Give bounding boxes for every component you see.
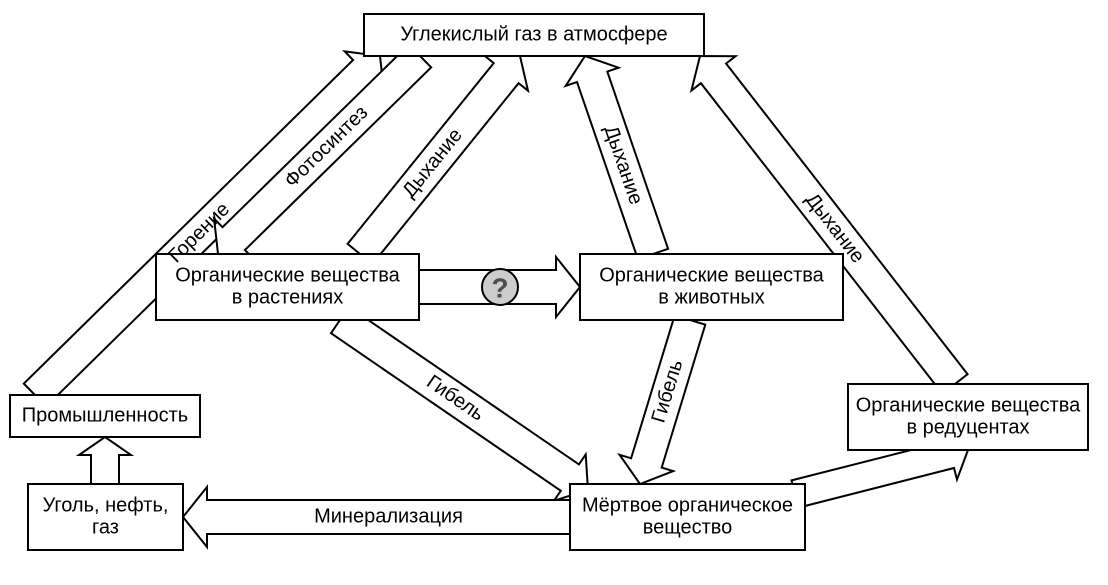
node-label-atmosphere: Углекислый газ в атмосфере <box>400 23 667 45</box>
node-label-plants-l1: в растениях <box>232 286 344 308</box>
node-label-dead-l1: вещество <box>643 516 733 538</box>
node-label-reducers-l0: Органические вещества <box>856 394 1081 416</box>
node-label-fuel-l0: Уголь, нефть, <box>43 494 169 516</box>
node-label-plants-l0: Органические вещества <box>175 264 400 286</box>
node-label-fuel-l1: газ <box>92 516 119 538</box>
node-label-dead-l0: Мёртвое органическое <box>582 494 793 516</box>
question-mark: ? <box>491 273 508 304</box>
node-label-industry: Промышленность <box>22 404 188 426</box>
node-label-reducers-l1: в редуцентах <box>906 416 1029 438</box>
node-label-animals-l1: в животных <box>658 286 764 308</box>
arrow-label-mineralization: Минерализация <box>314 505 463 527</box>
node-label-animals-l0: Органические вещества <box>599 264 824 286</box>
arrow-fuel_industry <box>79 437 131 484</box>
